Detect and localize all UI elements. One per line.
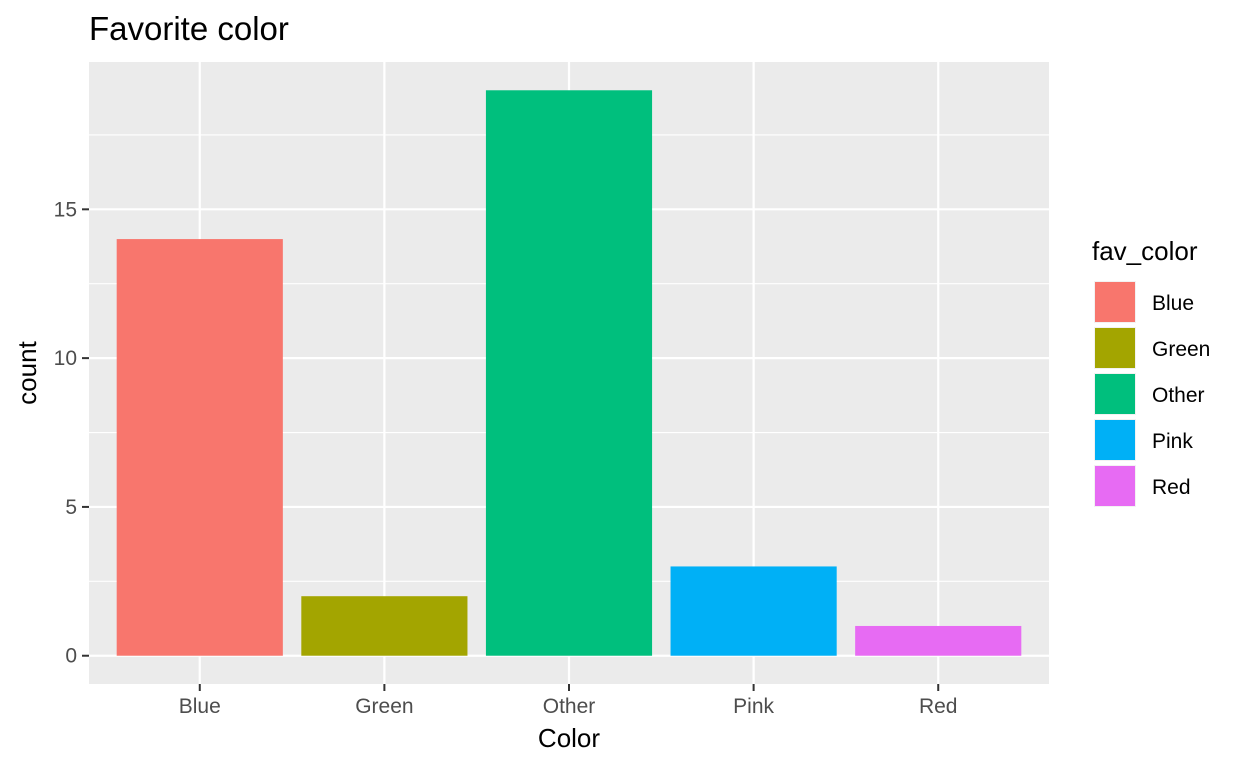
y-tick-label: 10 (54, 347, 77, 370)
bar-red (855, 625, 1022, 656)
legend-swatch-pink (1095, 420, 1135, 460)
x-tick-label: Red (919, 695, 958, 718)
x-tick-label: Pink (733, 695, 774, 718)
legend-title: fav_color (1092, 236, 1198, 266)
legend-swatch-blue (1095, 282, 1135, 322)
legend-label: Pink (1152, 430, 1193, 453)
y-tick-label: 15 (54, 198, 77, 221)
y-axis-title: count (12, 340, 42, 404)
x-tick-label: Blue (179, 695, 221, 718)
bar-other (485, 90, 653, 656)
x-tick-label: Other (543, 695, 596, 718)
x-axis: Blue Green Other Pink Red (179, 684, 958, 718)
legend: fav_color Blue Green Other Pink Red (1092, 236, 1210, 507)
y-tick-label: 5 (65, 496, 77, 519)
legend-items: Blue Green Other Pink Red (1094, 281, 1210, 507)
bars (116, 90, 1022, 656)
legend-label: Blue (1152, 292, 1194, 315)
bar-blue (116, 239, 283, 656)
y-tick-label: 0 (65, 645, 77, 668)
bar-pink (670, 566, 837, 656)
x-axis-title: Color (538, 723, 600, 753)
legend-swatch-other (1095, 374, 1135, 414)
legend-label: Green (1152, 338, 1210, 361)
legend-swatch-green (1095, 328, 1135, 368)
legend-label: Other (1152, 384, 1205, 407)
legend-label: Red (1152, 476, 1191, 499)
legend-swatch-red (1095, 466, 1135, 506)
x-tick-label: Green (355, 695, 413, 718)
chart-title: Favorite color (89, 10, 289, 47)
y-axis: 0 5 10 15 (54, 198, 89, 668)
bar-green (301, 596, 468, 656)
